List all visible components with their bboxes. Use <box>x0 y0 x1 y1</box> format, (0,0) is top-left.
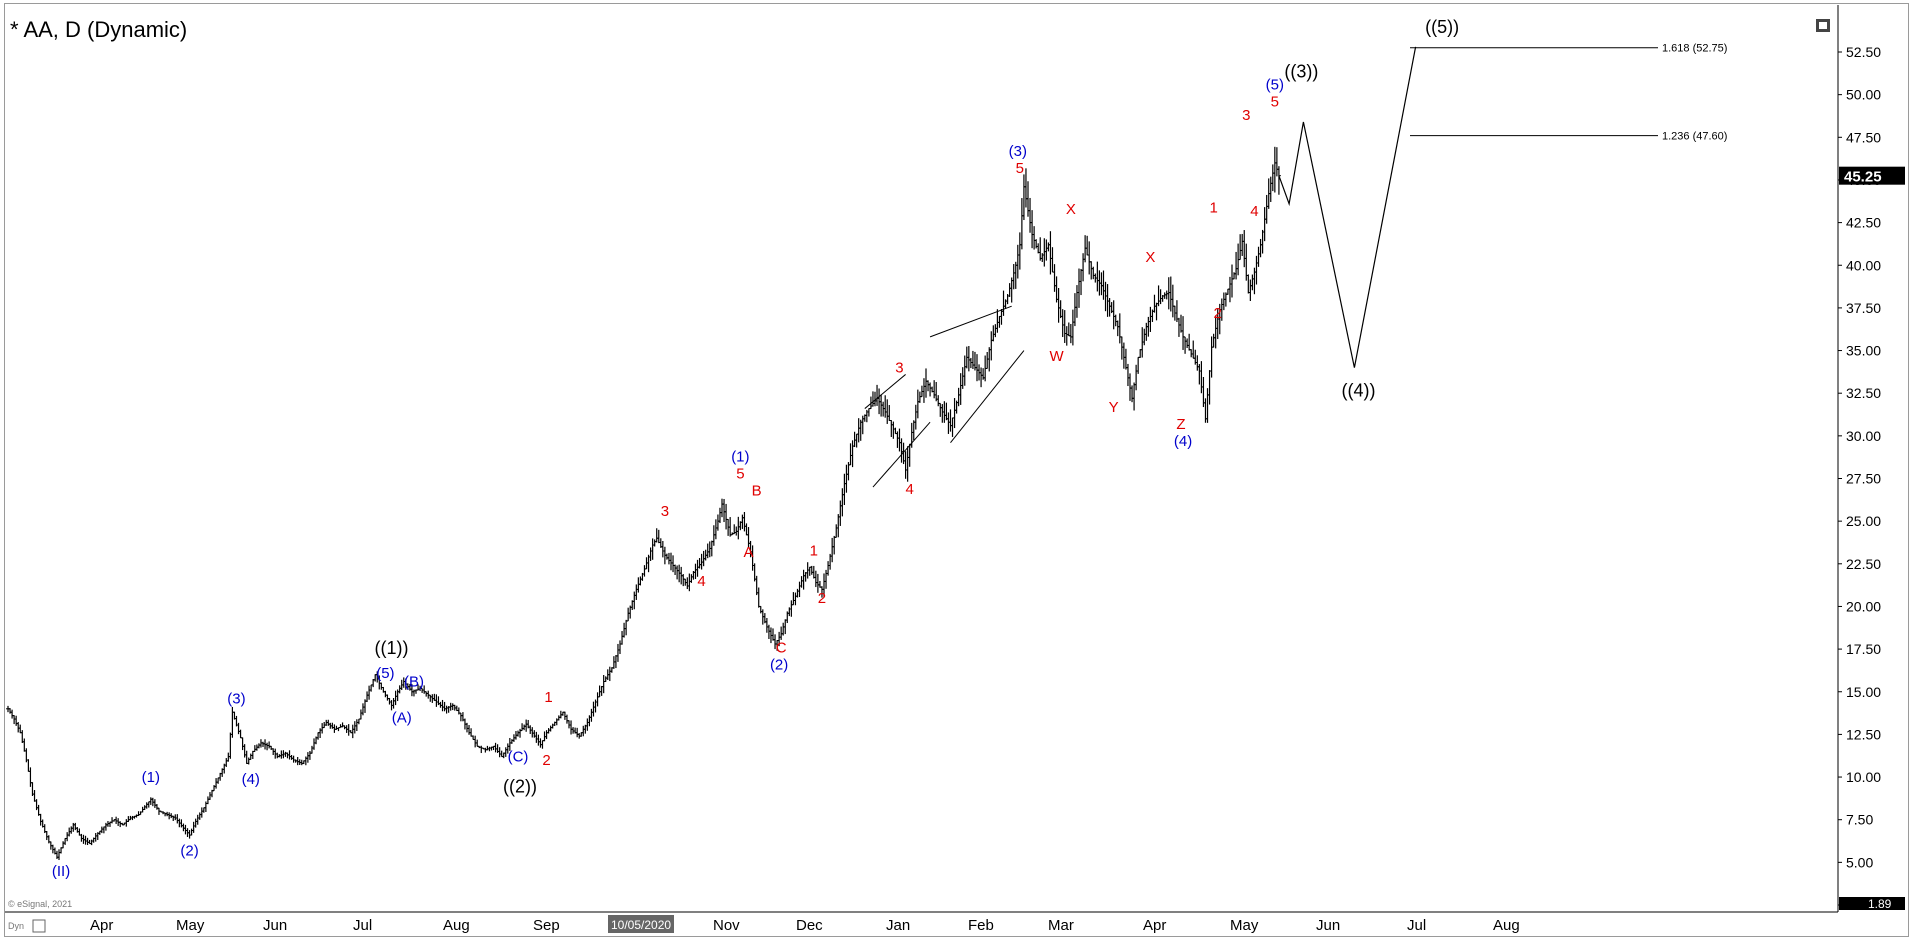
wave-label-minor: 3 <box>895 360 903 377</box>
wave-label-intermediate: (1) <box>731 448 749 465</box>
wave-label-minor: 1 <box>544 689 552 706</box>
wave-label-primary: ((4)) <box>1341 381 1375 401</box>
month-tick-label: Aug <box>1493 917 1520 934</box>
wave-label-intermediate: (3) <box>227 691 245 708</box>
wave-label-minor: Y <box>1109 399 1119 416</box>
wave-label-minor: X <box>1066 201 1076 218</box>
wave-label-minor: 3 <box>1242 107 1250 124</box>
wave-label-minor: Z <box>1176 416 1185 433</box>
price-tick-label: 10.00 <box>1846 769 1881 785</box>
price-tick-label: 47.50 <box>1846 129 1881 145</box>
wave-label-minor: B <box>752 483 762 500</box>
price-tick-label: 42.50 <box>1846 215 1881 231</box>
wave-label-intermediate: (1) <box>142 769 160 786</box>
last-price-label: 45.25 <box>1844 169 1882 186</box>
price-tick-label: 35.00 <box>1846 343 1881 359</box>
wave-label-intermediate: (A) <box>392 709 412 726</box>
date-marker-box <box>608 915 674 933</box>
wave-label-primary: ((5)) <box>1425 17 1459 37</box>
trendline <box>929 305 1012 338</box>
price-tick-label: 25.00 <box>1846 513 1881 529</box>
wave-label-minor: 5 <box>1271 94 1279 111</box>
trendline <box>872 421 931 488</box>
month-tick-label: Mar <box>1048 917 1074 934</box>
wave-label-intermediate: (5) <box>1266 77 1284 94</box>
wave-label-minor: 1 <box>810 542 818 559</box>
month-tick-label: Jul <box>353 917 372 934</box>
month-tick-label: Feb <box>968 917 994 934</box>
wave-label-intermediate: (B) <box>404 674 424 691</box>
price-tick-label: 27.50 <box>1846 471 1881 487</box>
month-tick-label: Jan <box>886 917 910 934</box>
price-tick-label: 7.50 <box>1846 812 1873 828</box>
price-tick-label: 15.00 <box>1846 684 1881 700</box>
last-price-tag <box>1839 166 1905 185</box>
wave-label-minor: C <box>776 640 787 657</box>
price-tick-label: 12.50 <box>1846 726 1881 742</box>
wave-label-minor: 3 <box>661 503 669 520</box>
month-tick-label: Dec <box>796 917 823 934</box>
wave-label-minor: 5 <box>736 466 744 483</box>
wave-label-intermediate: (3) <box>1009 143 1027 160</box>
price-tick-label: 5.00 <box>1846 854 1873 870</box>
month-tick-label: May <box>176 917 205 934</box>
price-tick-label: 32.50 <box>1846 385 1881 401</box>
wave-label-intermediate: (5) <box>376 665 394 682</box>
wave-label-intermediate: (C) <box>508 749 529 766</box>
chart-frame <box>4 3 1909 937</box>
axis-bottom-tag <box>1839 897 1905 910</box>
copyright: © eSignal, 2021 <box>8 899 72 909</box>
month-tick-label: Apr <box>90 917 113 934</box>
wave-label-primary: ((1)) <box>375 638 409 658</box>
wave-label-minor: 4 <box>697 573 705 590</box>
dyn-label: Dyn <box>8 921 24 931</box>
wave-label-minor: 2 <box>542 752 550 769</box>
fib-level-label: 1.236 (47.60) <box>1662 131 1727 143</box>
axis-bottom-label: 1.89 <box>1868 897 1892 911</box>
wave-label-minor: X <box>1145 249 1155 266</box>
wave-label-primary: ((3)) <box>1284 62 1318 82</box>
wave-label-minor: A <box>744 544 754 561</box>
wave-label-minor: 4 <box>1250 203 1258 220</box>
wave-label-intermediate: (4) <box>1174 433 1192 450</box>
window-icon-inner <box>1819 22 1827 29</box>
wave-label-minor: W <box>1049 348 1064 365</box>
wave-label-minor: 2 <box>818 590 826 607</box>
wave-label-intermediate: (2) <box>180 843 198 860</box>
trendline <box>950 350 1025 443</box>
price-tick-label: 40.00 <box>1846 257 1881 273</box>
wave-label-minor: 1 <box>1209 199 1217 216</box>
projection-path <box>1278 46 1417 368</box>
price-tick-label: 50.00 <box>1846 87 1881 103</box>
fib-level-label: 1.618 (52.75) <box>1662 43 1727 55</box>
dyn-toggle-icon[interactable] <box>32 919 46 933</box>
price-tick-label: 52.50 <box>1846 44 1881 60</box>
month-tick-label: Apr <box>1143 917 1166 934</box>
wave-label-intermediate: (4) <box>242 771 260 788</box>
wave-label-intermediate: (2) <box>770 657 788 674</box>
price-tick-label: 30.00 <box>1846 428 1881 444</box>
month-tick-label: Jul <box>1407 917 1426 934</box>
chart-title: * AA, D (Dynamic) <box>10 17 187 42</box>
price-tick-label: 20.00 <box>1846 598 1881 614</box>
month-tick-label: Jun <box>263 917 287 934</box>
month-tick-label: May <box>1230 917 1259 934</box>
wave-label-primary: ((2)) <box>503 776 537 796</box>
wave-label-intermediate: (II) <box>52 863 70 880</box>
month-tick-label: Aug <box>443 917 470 934</box>
month-tick-label: Jun <box>1316 917 1340 934</box>
month-tick-label: Nov <box>713 917 740 934</box>
wave-label-minor: 4 <box>906 481 914 498</box>
price-tick-label: 37.50 <box>1846 300 1881 316</box>
wave-label-minor: 5 <box>1016 160 1024 177</box>
price-tick-label: 22.50 <box>1846 556 1881 572</box>
month-tick-label: Sep <box>533 917 560 934</box>
date-marker-label: 10/05/2020 <box>611 918 671 932</box>
price-tick-label: 17.50 <box>1846 641 1881 657</box>
wave-label-minor: 2 <box>1214 305 1222 322</box>
trendline <box>864 374 906 409</box>
